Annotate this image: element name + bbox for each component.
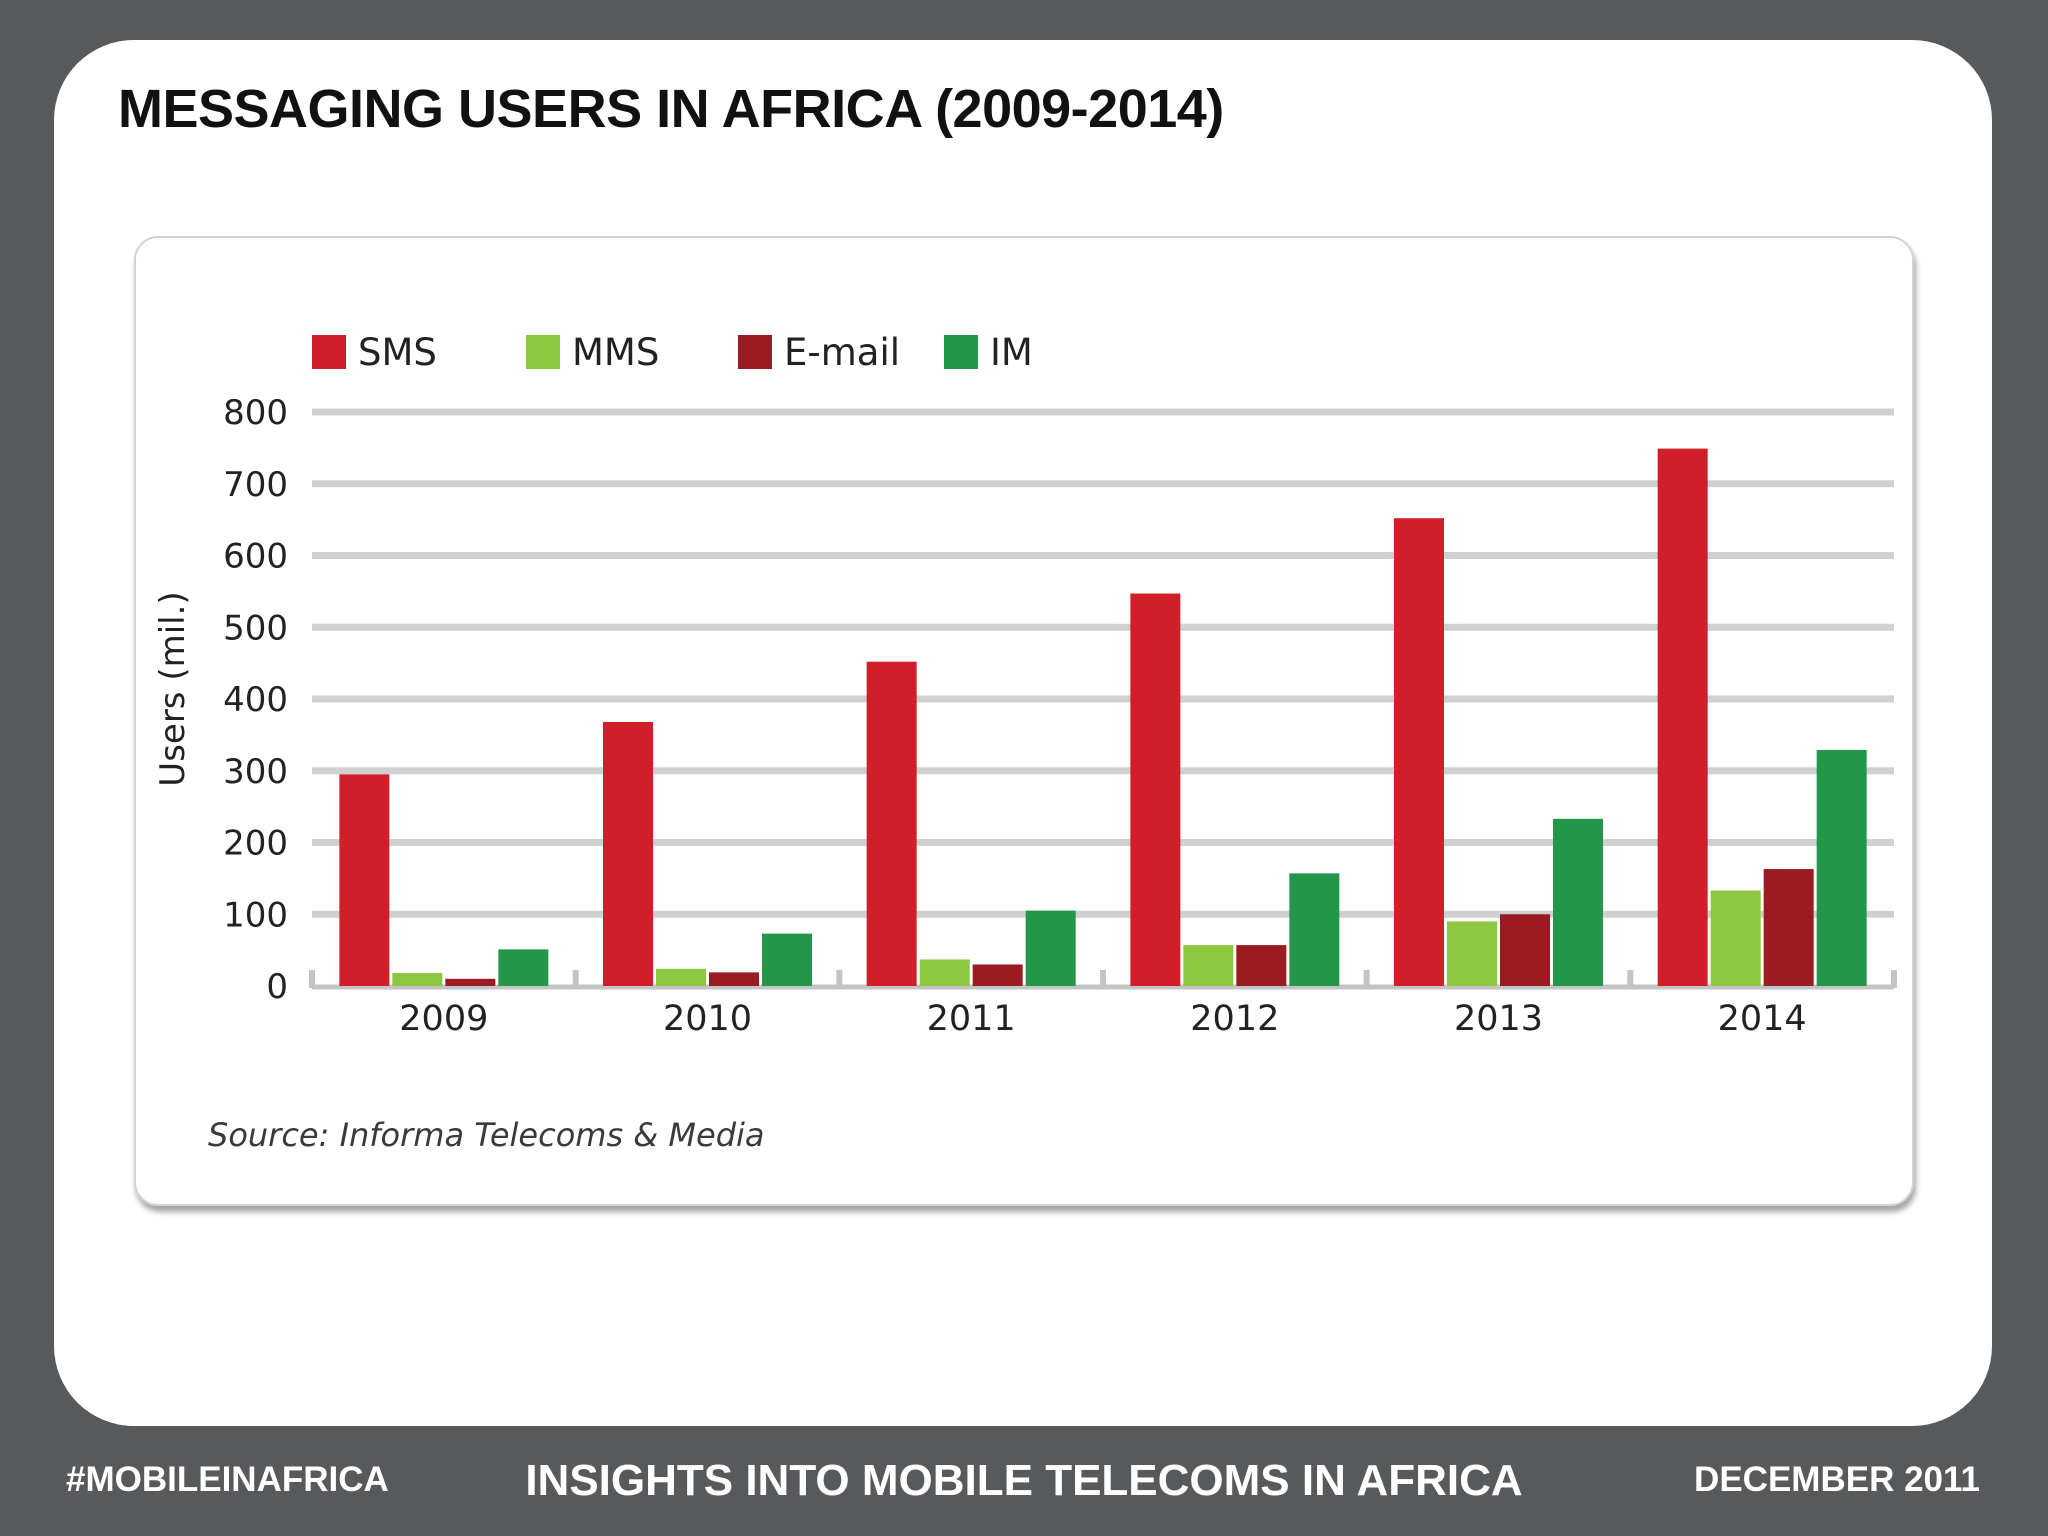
y-axis-label: Users (mil.): [153, 591, 193, 786]
footer-tagline: INSIGHTS INTO MOBILE TELECOMS IN AFRICA: [525, 1456, 1523, 1505]
legend-swatch-sms: [312, 335, 346, 369]
bar-e-mail-2011: [972, 964, 1023, 986]
y-tick-label: 100: [223, 895, 288, 935]
bar-sms-2009: [339, 774, 390, 986]
bar-im-2014: [1816, 749, 1867, 986]
bar-mms-2012: [1183, 945, 1234, 986]
y-tick-label: 600: [223, 537, 288, 577]
x-axis-tick: [1891, 970, 1897, 988]
x-tick-label: 2013: [1454, 999, 1543, 1039]
y-tick-label: 300: [223, 752, 288, 792]
legend-label-mms: MMS: [572, 331, 659, 374]
bar-e-mail-2012: [1236, 945, 1287, 986]
legend-swatch-im: [944, 335, 978, 369]
bar-chart: 0 100 200 300 400 500 600 700 800 2009 2010 2011 201…: [153, 331, 1897, 1039]
chart-card: 0 100 200 300 400 500 600 700 800 2009 2010 2011 201…: [134, 236, 1914, 1206]
bar-e-mail-2013: [1500, 914, 1550, 986]
chart-source-note: Source: Informa Telecoms & Media: [208, 1116, 765, 1154]
legend-swatch-mms: [526, 335, 560, 369]
x-axis-tick: [1100, 970, 1106, 988]
footer-hashtag: #MOBILEINAFRICA: [66, 1460, 389, 1499]
x-tick-label: 2010: [663, 999, 752, 1039]
y-tick-label: 700: [223, 465, 288, 505]
y-tick-label: 800: [223, 393, 288, 433]
bar-e-mail-2010: [709, 972, 759, 986]
bar-mms-2009: [392, 973, 443, 986]
footer-date: DECEMBER 2011: [1694, 1460, 1980, 1499]
legend-label-im: IM: [990, 331, 1033, 374]
bar-sms-2013: [1394, 518, 1444, 986]
bar-sms-2011: [866, 661, 917, 986]
bar-mms-2010: [656, 968, 706, 986]
x-tick-label: 2012: [1190, 999, 1279, 1039]
y-tick-label: 400: [223, 680, 288, 720]
x-tick-label: 2009: [399, 999, 488, 1039]
bar-mms-2013: [1447, 921, 1497, 986]
x-tick-label: 2014: [1718, 999, 1807, 1039]
bar-sms-2014: [1657, 448, 1708, 986]
bar-im-2011: [1025, 910, 1076, 986]
bar-im-2013: [1553, 818, 1603, 986]
bar-im-2012: [1289, 873, 1340, 986]
x-axis-tick: [1363, 970, 1370, 988]
bar-im-2009: [498, 949, 549, 986]
legend-swatch-e-mail: [738, 335, 772, 369]
bar-sms-2010: [603, 721, 653, 986]
legend-label-e-mail: E-mail: [784, 331, 900, 374]
bar-mms-2011: [919, 959, 970, 986]
y-tick-label: 500: [223, 608, 288, 648]
y-tick-label: 0: [266, 967, 288, 1007]
slide-title: MESSAGING USERS IN AFRICA (2009-2014): [118, 79, 1224, 139]
x-axis-tick: [572, 970, 579, 988]
bar-sms-2012: [1130, 593, 1181, 986]
bar-e-mail-2014: [1763, 869, 1814, 986]
x-tick-label: 2011: [927, 999, 1016, 1039]
legend-label-sms: SMS: [358, 331, 437, 374]
bar-mms-2014: [1710, 890, 1761, 986]
x-axis-tick: [1627, 970, 1634, 988]
x-axis-tick: [309, 970, 315, 988]
y-tick-label: 200: [223, 824, 288, 864]
bar-im-2010: [762, 933, 812, 986]
x-axis-tick: [836, 970, 843, 988]
slide-panel: MESSAGING USERS IN AFRICA (2009-2014) 0 1…: [54, 40, 1992, 1426]
bar-e-mail-2009: [445, 978, 496, 986]
